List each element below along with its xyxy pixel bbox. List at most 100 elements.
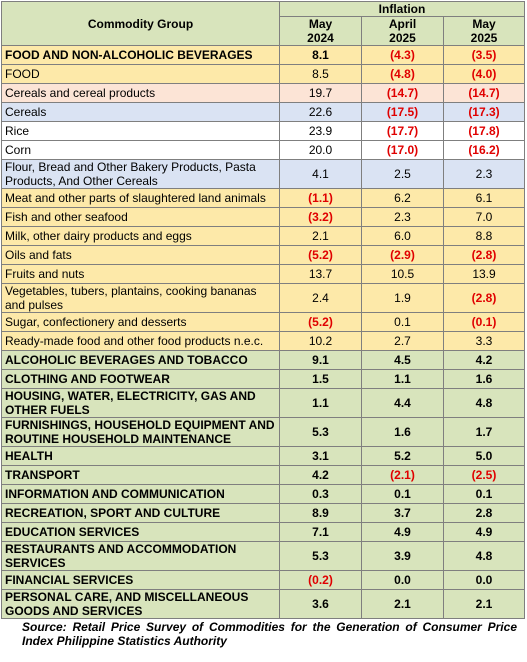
row-label: Milk, other dairy products and eggs xyxy=(1,226,280,246)
cell-value: (4.0) xyxy=(443,64,525,84)
cell-value: 6.1 xyxy=(443,188,525,208)
cell-value: 3.7 xyxy=(361,503,444,523)
cell-value: 3.9 xyxy=(361,541,444,571)
table-body: FOOD AND NON-ALCOHOLIC BEVERAGES 8.1 (4.3)… xyxy=(1,45,525,619)
table-row: ALCOHOLIC BEVERAGES AND TOBACCO 9.1 4.5 4.2 xyxy=(1,350,525,370)
cell-value: 4.8 xyxy=(443,541,525,571)
header-title: Commodity Group xyxy=(1,1,280,46)
cell-value: 1.7 xyxy=(443,417,525,447)
row-label: Oils and fats xyxy=(1,245,280,265)
cell-value: 4.9 xyxy=(443,522,525,542)
cell-value: (5.2) xyxy=(279,245,362,265)
cell-value: 1.5 xyxy=(279,369,362,389)
cell-value: (2.8) xyxy=(443,283,525,313)
cell-value: 4.8 xyxy=(443,388,525,418)
table-row: HOUSING, WATER, ELECTRICITY, GAS AND OTH… xyxy=(1,388,525,418)
table-row: INFORMATION AND COMMUNICATION 0.3 0.1 0.1 xyxy=(1,484,525,504)
cell-value: (17.5) xyxy=(361,102,444,122)
table-row: RECREATION, SPORT AND CULTURE 8.9 3.7 2.8 xyxy=(1,503,525,523)
cell-value: 13.7 xyxy=(279,264,362,284)
cell-value: 19.7 xyxy=(279,83,362,103)
header-row: May 2024 April 2025 May 2025 xyxy=(2,16,525,46)
row-label: Fruits and nuts xyxy=(1,264,280,284)
cell-value: 4.2 xyxy=(443,350,525,370)
cell-value: 13.9 xyxy=(443,264,525,284)
cell-value: 8.5 xyxy=(279,64,362,84)
row-label: FOOD AND NON-ALCOHOLIC BEVERAGES xyxy=(1,45,280,65)
cell-value: 0.0 xyxy=(361,570,444,590)
cell-value: 6.0 xyxy=(361,226,444,246)
row-label: Cereals xyxy=(1,102,280,122)
column-year: 2025 xyxy=(470,31,498,45)
column-year: 2024 xyxy=(307,31,334,45)
row-label: Meat and other parts of slaughtered land… xyxy=(1,188,280,208)
table-row: FINANCIAL SERVICES (0.2) 0.0 0.0 xyxy=(1,570,525,590)
row-label: RESTAURANTS AND ACCOMMODATION SERVICES xyxy=(1,541,280,571)
cell-value: (14.7) xyxy=(361,83,444,103)
table-row: PERSONAL CARE, AND MISCELLANEOUS GOODS A… xyxy=(1,589,525,619)
cell-value: (2.8) xyxy=(443,245,525,265)
cell-value: 4.1 xyxy=(279,159,362,189)
cell-value: 10.2 xyxy=(279,331,362,351)
cell-value: (17.8) xyxy=(443,121,525,141)
cell-value: (3.2) xyxy=(279,207,362,227)
cell-value: (2.5) xyxy=(443,465,525,485)
header-group: Inflation xyxy=(279,1,525,17)
row-label: ALCOHOLIC BEVERAGES AND TOBACCO xyxy=(1,350,280,370)
cell-value: 3.6 xyxy=(279,589,362,619)
row-label: FINANCIAL SERVICES xyxy=(1,570,280,590)
table-row: Cereals 22.6 (17.5) (17.3) xyxy=(1,102,525,122)
table-row: TRANSPORT 4.2 (2.1) (2.5) xyxy=(1,465,525,485)
column-month: May xyxy=(308,17,333,31)
cell-value: 0.1 xyxy=(361,484,444,504)
row-label: Fish and other seafood xyxy=(1,207,280,227)
table-row: Sugar, confectionery and desserts (5.2) 0.… xyxy=(1,312,525,332)
table-row: Milk, other dairy products and eggs 2.1 6.… xyxy=(1,226,525,246)
cell-value: 9.1 xyxy=(279,350,362,370)
cell-value: 20.0 xyxy=(279,140,362,160)
cell-value: (4.3) xyxy=(361,45,444,65)
cell-value: 4.5 xyxy=(361,350,444,370)
row-label: CLOTHING AND FOOTWEAR xyxy=(1,369,280,389)
cell-value: 1.1 xyxy=(361,369,444,389)
column-year: 2025 xyxy=(389,31,416,45)
cell-value: 2.7 xyxy=(361,331,444,351)
row-label: Ready-made food and other food products … xyxy=(1,331,280,351)
table-row: Cereals and cereal products 19.7 (14.7) (14… xyxy=(1,83,525,103)
cell-value: 1.9 xyxy=(361,283,444,313)
table-row: Fruits and nuts 13.7 10.5 13.9 xyxy=(1,264,525,284)
row-label: Cereals and cereal products xyxy=(1,83,280,103)
cell-value: (3.5) xyxy=(443,45,525,65)
row-label: Sugar, confectionery and desserts xyxy=(1,312,280,332)
table-row: Fish and other seafood (3.2) 2.3 7.0 xyxy=(1,207,525,227)
table-row: Oils and fats (5.2) (2.9) (2.8) xyxy=(1,245,525,265)
cell-value: (5.2) xyxy=(279,312,362,332)
table-row: EDUCATION SERVICES 7.1 4.9 4.9 xyxy=(1,522,525,542)
cell-value: 8.8 xyxy=(443,226,525,246)
cell-value: 2.3 xyxy=(361,207,444,227)
table-row: FOOD AND NON-ALCOHOLIC BEVERAGES 8.1 (4.3)… xyxy=(1,45,525,65)
cell-value: 5.3 xyxy=(279,541,362,571)
cell-value: 2.3 xyxy=(443,159,525,189)
cell-value: (4.8) xyxy=(361,64,444,84)
row-label: RECREATION, SPORT AND CULTURE xyxy=(1,503,280,523)
column-month: May xyxy=(472,17,496,31)
cell-value: 1.1 xyxy=(279,388,362,418)
row-label: Rice xyxy=(1,121,280,141)
cell-value: 4.9 xyxy=(361,522,444,542)
row-label: Vegetables, tubers, plantains, cooking b… xyxy=(1,283,280,313)
cell-value: 8.1 xyxy=(279,45,362,65)
cell-value: (0.1) xyxy=(443,312,525,332)
cell-value: 2.1 xyxy=(361,589,444,619)
cell-value: 22.6 xyxy=(279,102,362,122)
cell-value: 2.8 xyxy=(443,503,525,523)
table-row: Vegetables, tubers, plantains, cooking b… xyxy=(1,283,525,313)
cell-value: 1.6 xyxy=(443,369,525,389)
cell-value: (14.7) xyxy=(443,83,525,103)
table-row: Meat and other parts of slaughtered land… xyxy=(1,188,525,208)
column-header: May 2025 xyxy=(443,16,525,46)
cell-value: 0.1 xyxy=(443,484,525,504)
cell-value: 7.0 xyxy=(443,207,525,227)
cell-value: (17.7) xyxy=(361,121,444,141)
cell-value: 0.0 xyxy=(443,570,525,590)
